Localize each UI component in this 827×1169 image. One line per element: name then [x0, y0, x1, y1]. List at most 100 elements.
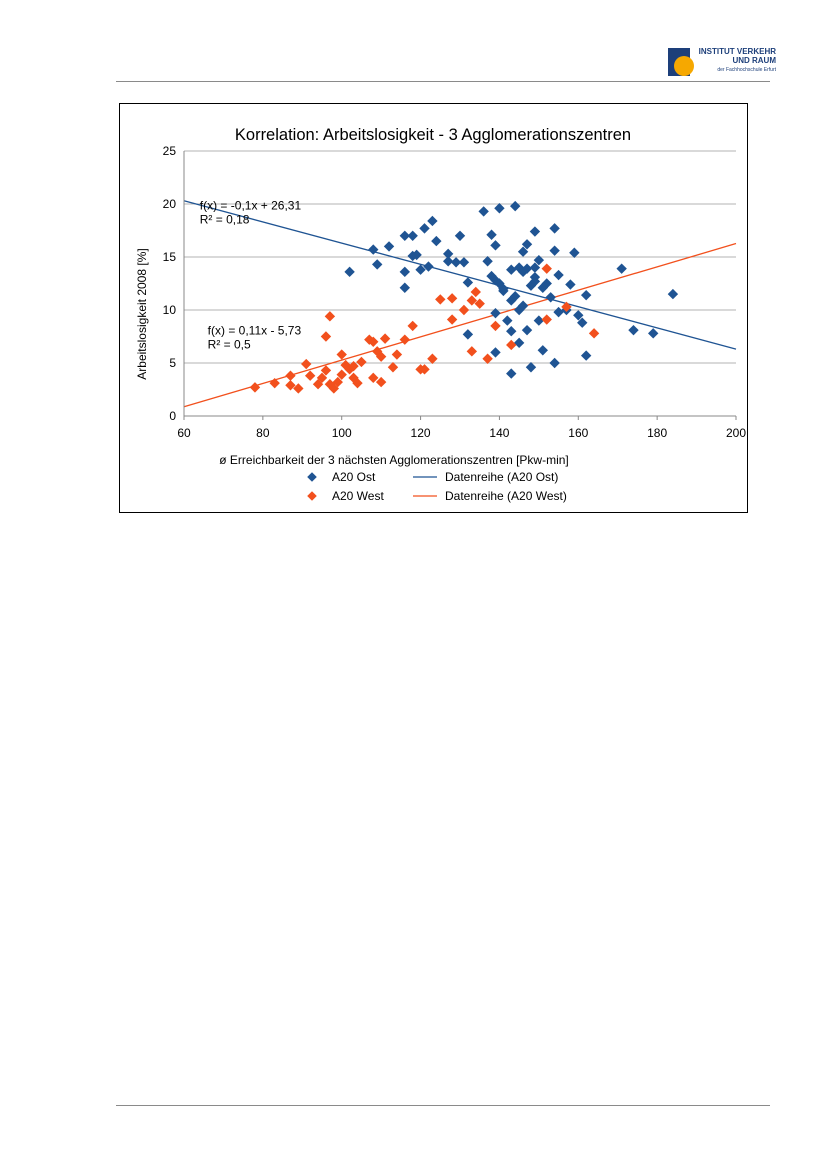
data-point-s1-45 — [482, 353, 493, 364]
data-point-s0-48 — [521, 263, 533, 274]
data-point-s0-63 — [549, 245, 560, 256]
y-tick-label-5: 25 — [163, 144, 177, 158]
y-axis-label: Arbeitslosigkeit 2008 [%] — [135, 248, 149, 379]
data-point-s0-38 — [506, 368, 517, 379]
x-axis-label: ø Erreichbarkeit der 3 nächsten Agglomer… — [219, 453, 569, 467]
data-point-s0-69 — [569, 247, 580, 258]
data-point-s0-23 — [482, 256, 493, 267]
y-tick-label-2: 10 — [163, 303, 177, 317]
data-point-s1-51 — [588, 328, 600, 339]
data-point-s1-38 — [446, 314, 458, 325]
trendline-2 — [183, 200, 737, 350]
data-point-s1-9 — [320, 365, 332, 376]
data-point-s0-65 — [553, 269, 564, 281]
data-point-s0-60 — [541, 278, 552, 289]
data-point-s0-27 — [490, 240, 501, 251]
data-point-s0-59 — [537, 345, 548, 356]
institute-logo-mark — [668, 48, 694, 76]
data-point-s0-12 — [423, 261, 434, 272]
data-point-s1-43 — [470, 286, 481, 298]
regression-equation-0: f(x) = -0,1x + 26,31 — [200, 198, 302, 212]
data-point-s1-21 — [352, 377, 363, 389]
data-point-s0-62 — [549, 223, 560, 234]
data-point-s1-16 — [336, 349, 347, 360]
y-tick-label-1: 5 — [169, 356, 176, 370]
data-point-s0-0 — [344, 266, 355, 278]
data-point-s0-17 — [450, 257, 462, 268]
grid-layer — [184, 150, 736, 417]
x-tick-label-2: 100 — [332, 426, 352, 440]
institute-name-line1: INSTITUT VERKEHR — [698, 47, 776, 56]
data-point-s0-16 — [442, 248, 454, 260]
data-point-s0-24 — [486, 229, 497, 240]
data-point-s0-72 — [580, 289, 592, 301]
legend-marker-0 — [307, 472, 317, 482]
x-tick-label-6: 180 — [647, 426, 667, 440]
data-point-s0-5 — [399, 230, 410, 241]
x-tick-label-4: 140 — [489, 426, 509, 440]
data-point-s1-41 — [466, 295, 478, 306]
data-point-s0-14 — [431, 235, 442, 247]
data-point-s0-31 — [494, 278, 505, 289]
legend-marker-2 — [307, 491, 317, 501]
legend-label-3: Datenreihe (A20 West) — [445, 489, 567, 503]
data-point-s1-42 — [466, 346, 478, 357]
data-point-s0-21 — [462, 329, 474, 340]
data-point-s0-75 — [628, 324, 639, 336]
data-point-s1-19 — [348, 360, 359, 372]
data-point-s1-50 — [561, 301, 572, 313]
data-point-s0-47 — [521, 239, 533, 250]
r-squared-label-0: R² = 0,18 — [200, 212, 250, 226]
data-point-s1-37 — [435, 294, 446, 305]
x-tick-label-3: 120 — [411, 426, 431, 440]
data-point-s0-1 — [368, 244, 379, 255]
regression-equation-1: f(x) = 0,11x - 5,73 — [208, 323, 302, 337]
data-point-s1-44 — [474, 298, 485, 309]
data-point-s1-46 — [490, 320, 501, 332]
data-point-s0-54 — [529, 226, 541, 237]
data-point-s0-9 — [411, 249, 422, 261]
y-tick-label-4: 20 — [163, 197, 177, 211]
data-point-s0-6 — [399, 266, 410, 278]
data-point-s1-28 — [375, 376, 387, 388]
data-point-s1-5 — [301, 358, 312, 370]
header-rule — [116, 81, 770, 82]
data-point-s1-39 — [446, 293, 458, 304]
data-point-s0-35 — [506, 264, 517, 275]
data-point-s1-27 — [375, 351, 387, 362]
data-point-s0-19 — [458, 257, 470, 268]
data-point-s0-49 — [521, 324, 533, 336]
data-point-s0-46 — [517, 300, 529, 311]
data-point-s0-77 — [667, 288, 679, 300]
x-tick-label-5: 160 — [568, 426, 588, 440]
x-tick-label-7: 200 — [726, 426, 746, 440]
tick-label-layer: 0 5 10 15 20 25 60 80 100 120 140 160 180 200 — [163, 144, 747, 440]
data-point-s1-35 — [419, 364, 430, 375]
institute-name-line2: UND RAUM — [732, 56, 776, 65]
data-point-s0-55 — [529, 276, 541, 287]
data-point-s0-37 — [506, 326, 517, 337]
scatter-chart: 0 5 10 15 20 25 60 80 100 120 140 160 180 200 Korrela… — [135, 126, 747, 503]
data-point-s1-15 — [336, 369, 347, 380]
point-layer — [249, 200, 679, 394]
data-point-s0-51 — [525, 362, 537, 373]
data-point-s1-10 — [320, 331, 332, 342]
legend: A20 Ost Datenreihe (A20 Ost) A20 West Daten… — [307, 470, 567, 503]
data-point-s0-29 — [490, 347, 501, 358]
data-point-s0-30 — [494, 203, 505, 214]
institute-name: INSTITUT VERKEHR UND RAUM — [694, 47, 776, 65]
data-point-s1-22 — [356, 356, 367, 368]
data-point-s0-33 — [498, 285, 509, 297]
data-point-s1-25 — [368, 336, 379, 347]
data-point-s0-4 — [399, 282, 410, 293]
data-point-s1-8 — [316, 372, 328, 384]
x-tick-label-0: 60 — [177, 426, 191, 440]
data-point-s0-15 — [442, 256, 454, 267]
data-point-s1-33 — [407, 320, 418, 332]
legend-label-0: A20 Ost — [332, 470, 376, 484]
data-point-s1-30 — [387, 362, 399, 373]
data-point-s0-7 — [407, 230, 418, 241]
data-point-s0-57 — [533, 315, 545, 326]
data-point-s0-52 — [529, 262, 541, 273]
